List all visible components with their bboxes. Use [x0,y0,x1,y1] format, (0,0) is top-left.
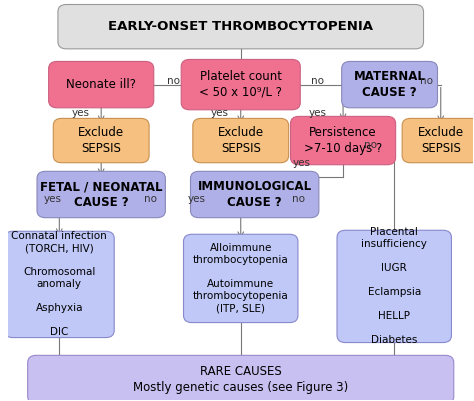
Text: yes: yes [292,158,310,168]
Text: Exclude
SEPSIS: Exclude SEPSIS [78,126,124,155]
Text: no: no [365,140,377,150]
FancyBboxPatch shape [342,61,438,108]
Text: Exclude
SEPSIS: Exclude SEPSIS [418,126,464,155]
Text: Exclude
SEPSIS: Exclude SEPSIS [218,126,264,155]
FancyBboxPatch shape [37,171,165,218]
FancyBboxPatch shape [402,118,474,163]
Text: yes: yes [71,107,89,117]
Text: yes: yes [309,107,327,117]
Text: Platelet count
< 50 x 10⁹/L ?: Platelet count < 50 x 10⁹/L ? [199,70,282,99]
Text: IMMUNOLOGICAL
CAUSE ?: IMMUNOLOGICAL CAUSE ? [198,180,312,209]
FancyBboxPatch shape [49,61,154,108]
Text: Persistence
>7-10 days ?: Persistence >7-10 days ? [304,126,382,155]
FancyBboxPatch shape [191,171,319,218]
Text: Alloimmune
thrombocytopenia

Autoimmune
thrombocytopenia
(ITP, SLE): Alloimmune thrombocytopenia Autoimmune t… [193,243,289,314]
FancyBboxPatch shape [291,116,396,165]
FancyBboxPatch shape [337,230,451,342]
Text: Placental
insufficiency

IUGR

Eclampsia

HELLP

Diabetes: Placental insufficiency IUGR Eclampsia H… [361,227,427,345]
Text: no: no [420,76,433,86]
Text: no: no [167,76,180,86]
Text: FETAL / NEONATAL
CAUSE ?: FETAL / NEONATAL CAUSE ? [40,180,163,209]
Text: EARLY-ONSET THROMBOCYTOPENIA: EARLY-ONSET THROMBOCYTOPENIA [108,20,373,33]
Text: Neonate ill?: Neonate ill? [66,78,136,91]
Text: Connatal infection
(TORCH, HIV)

Chromosomal
anomaly

Asphyxia

DIC: Connatal infection (TORCH, HIV) Chromoso… [11,231,107,337]
FancyBboxPatch shape [53,118,149,163]
FancyBboxPatch shape [193,118,289,163]
Text: yes: yes [211,107,229,117]
Text: RARE CAUSES
Mostly genetic causes (see Figure 3): RARE CAUSES Mostly genetic causes (see F… [133,365,348,394]
FancyBboxPatch shape [4,231,114,338]
FancyBboxPatch shape [27,355,454,401]
Text: yes: yes [43,194,61,203]
Text: no: no [292,194,305,203]
Text: MATERNAL
CAUSE ?: MATERNAL CAUSE ? [354,70,426,99]
FancyBboxPatch shape [183,234,298,322]
FancyBboxPatch shape [181,59,300,110]
Text: yes: yes [188,194,206,203]
Text: no: no [311,76,324,86]
FancyBboxPatch shape [58,4,424,49]
Text: no: no [144,194,156,203]
